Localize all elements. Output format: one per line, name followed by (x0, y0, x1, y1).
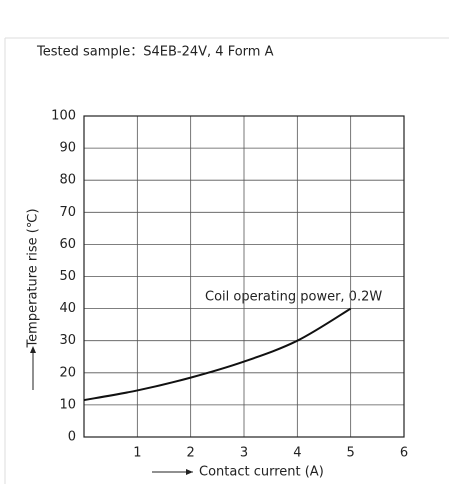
x-axis-label: Contact current (A) (199, 465, 324, 480)
y-tick-label: 90 (59, 141, 76, 156)
y-tick-label: 70 (59, 205, 76, 220)
x-arrowhead (186, 469, 193, 475)
x-tick-label: 2 (187, 446, 195, 461)
chart-title: Tested sample：S4EB-24V, 4 Form A (36, 45, 274, 60)
line (83, 307, 352, 402)
y-tick-label: 40 (59, 301, 76, 316)
y-arrowhead (30, 346, 36, 353)
y-tick-label: 80 (59, 173, 76, 188)
x-tick-label: 6 (400, 446, 408, 461)
y-tick-label: 60 (59, 237, 76, 252)
y-tick-label: 0 (68, 430, 76, 445)
x-tick-label: 3 (240, 446, 248, 461)
y-tick-label: 100 (51, 109, 76, 124)
y-tick-label: 10 (59, 397, 76, 412)
y-tick-label: 50 (59, 269, 76, 284)
y-tick-label: 30 (59, 333, 76, 348)
annotation: Coil operating power, 0.2W (205, 290, 382, 305)
plot-border (83, 115, 405, 438)
y-tick-label: 20 (59, 365, 76, 380)
x-tick-label: 1 (133, 446, 141, 461)
x-tick-label: 4 (293, 446, 301, 461)
y-axis-label: Temperature rise (℃) (26, 208, 41, 348)
x-tick-label: 5 (347, 446, 355, 461)
